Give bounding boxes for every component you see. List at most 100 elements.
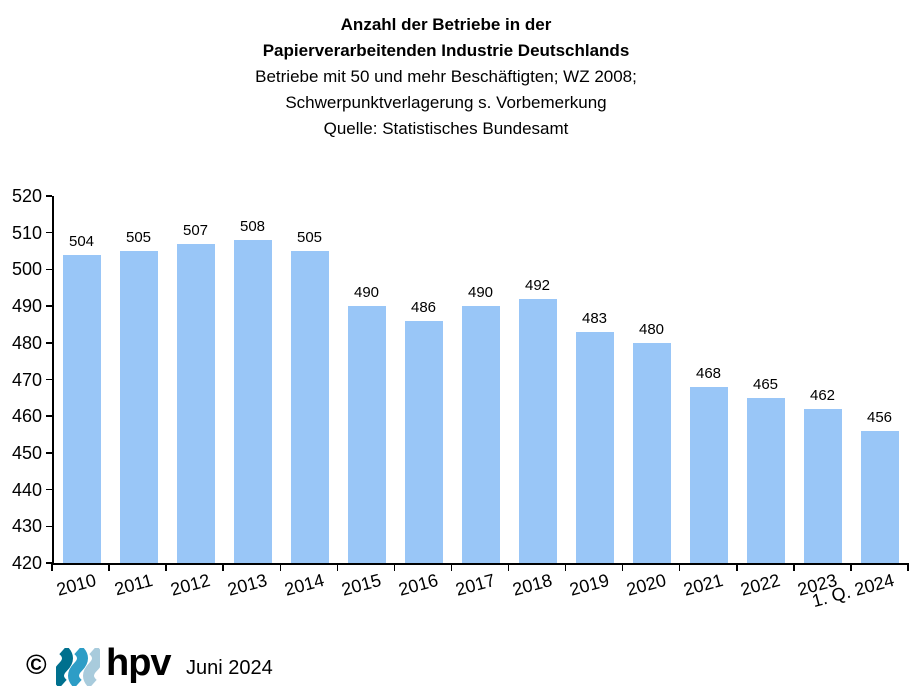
y-axis-tick <box>46 231 52 234</box>
chart-subtitle-line-2: Schwerpunktverlagerung s. Vorbemerkung <box>285 93 607 112</box>
y-axis-tick-label: 500 <box>11 259 42 280</box>
x-axis-tick <box>393 563 396 571</box>
bar-value-label: 507 <box>182 221 209 239</box>
x-axis-tick <box>678 563 681 571</box>
x-axis-tick <box>279 563 282 571</box>
bar-value-label: 480 <box>638 320 665 338</box>
y-axis-tick-label: 490 <box>11 296 42 317</box>
x-axis-category-label: 2020 <box>624 570 669 600</box>
y-axis-tick <box>46 305 52 307</box>
bar-2012 <box>176 243 215 563</box>
x-axis-tick <box>621 563 624 571</box>
x-axis-tick <box>336 563 339 571</box>
bar-cell-2013: 508 <box>224 196 281 563</box>
x-axis-category-label: 2012 <box>167 570 212 600</box>
bar-cell-2022: 465 <box>737 196 794 563</box>
bar-cell-2020: 480 <box>623 196 680 563</box>
publication-date: Juni 2024 <box>186 657 273 679</box>
bar-2017 <box>461 306 500 563</box>
bar-cell-2016: 486 <box>395 196 452 563</box>
chart-title-block: Anzahl der Betriebe in der Papierverarbe… <box>0 12 892 142</box>
bar-cell-2023: 462 <box>794 196 851 563</box>
bar-value-label: 456 <box>866 408 893 426</box>
bar-2014 <box>290 251 329 563</box>
x-axis-category-label: 2011 <box>112 570 155 600</box>
y-axis-tick-label: 430 <box>11 516 42 537</box>
chart-title-line-1: Anzahl der Betriebe in der <box>340 15 552 34</box>
bar-cell-2019: 483 <box>566 196 623 563</box>
y-axis-tick <box>46 415 52 417</box>
bar-cell-2014: 505 <box>281 196 338 563</box>
y-axis-tick-label: 470 <box>11 369 42 390</box>
bar-cell-2021: 468 <box>680 196 737 563</box>
hpv-logo-waves-icon <box>56 648 100 686</box>
x-axis-tick <box>907 563 909 571</box>
x-axis-category-label: 2014 <box>282 570 326 600</box>
x-axis-category-label: 2017 <box>453 570 498 600</box>
bar-value-label: 492 <box>524 276 551 294</box>
bar-value-label: 505 <box>125 229 152 247</box>
bar-series: 504 505 507 508 505 490 486 490 492 483 480 468 465 4… <box>53 196 908 563</box>
bar-2023 <box>803 408 842 563</box>
bar-cell-2011: 505 <box>110 196 167 563</box>
y-axis-tick-label: 480 <box>11 332 42 353</box>
x-axis-tick <box>793 563 795 571</box>
bar-value-label: 508 <box>239 218 266 236</box>
bar-value-label: 505 <box>296 229 323 247</box>
x-axis-category-label: 2022 <box>738 570 783 600</box>
y-axis-tick <box>46 488 52 491</box>
bar-2019 <box>575 331 614 563</box>
bar-value-label: 468 <box>695 364 722 382</box>
x-axis-category-label: 2015 <box>339 570 384 600</box>
y-axis-tick <box>46 378 52 381</box>
y-axis-tick-label: 460 <box>11 406 42 427</box>
x-axis-tick <box>564 563 567 571</box>
y-axis-tick <box>46 195 52 197</box>
bar-2011 <box>119 251 158 563</box>
bar-cell-2010: 504 <box>53 196 110 563</box>
bar-value-label: 483 <box>581 309 608 327</box>
bar-value-label: 490 <box>467 284 494 302</box>
y-axis-line <box>52 196 54 563</box>
bar-2016 <box>404 320 443 563</box>
bar-value-label: 462 <box>809 386 836 404</box>
x-axis-tick <box>450 563 453 571</box>
bar-cell-2012: 507 <box>167 196 224 563</box>
x-axis-tick <box>108 563 110 571</box>
bar-2022 <box>746 397 785 563</box>
y-axis-tick-label: 440 <box>11 479 42 500</box>
x-axis-tick <box>736 563 738 571</box>
footer: © hpv Juni 2024 <box>0 640 918 695</box>
bar-cell-1. Q. 2024: 456 <box>851 196 908 563</box>
y-axis-tick <box>46 452 52 454</box>
bar-value-label: 490 <box>353 284 380 302</box>
bar-2013 <box>233 240 272 563</box>
copyright-icon: © <box>26 649 47 680</box>
x-axis-category-label: 2016 <box>396 570 441 600</box>
bar-value-label: 465 <box>752 375 779 393</box>
y-axis-tick <box>46 268 52 271</box>
bar-value-label: 504 <box>68 232 95 250</box>
x-axis-tick <box>51 563 53 571</box>
bar-2021 <box>689 386 728 563</box>
y-axis-tick <box>46 342 52 344</box>
y-axis-tick-label: 510 <box>11 222 42 243</box>
x-axis-category-label: 2021 <box>681 570 726 600</box>
chart-subtitle-line-3: Quelle: Statistisches Bundesamt <box>323 119 569 138</box>
bar-2020 <box>632 342 671 563</box>
bar-value-label: 486 <box>410 298 437 316</box>
chart-title-line-2: Papierverarbeitenden Industrie Deutschla… <box>262 41 630 60</box>
x-axis-category-label: 2010 <box>53 570 98 600</box>
bar-2018 <box>518 298 557 563</box>
x-axis-tick <box>507 563 510 571</box>
bar-cell-2015: 490 <box>338 196 395 563</box>
x-axis-line <box>52 563 909 565</box>
chart-subtitle-line-1: Betriebe mit 50 und mehr Beschäftigten; … <box>255 67 637 86</box>
bar-cell-2017: 490 <box>452 196 509 563</box>
x-axis-category-label: 2013 <box>225 570 269 600</box>
hpv-logo-text: hpv <box>106 642 172 684</box>
x-axis-tick <box>850 563 852 571</box>
y-axis-tick-label: 420 <box>11 553 42 573</box>
bar-cell-2018: 492 <box>509 196 566 563</box>
